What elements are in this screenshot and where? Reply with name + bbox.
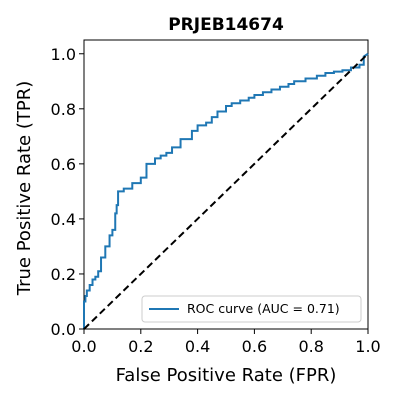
x-tick-label: 0.2 [128,337,153,356]
x-tick-label: 0.8 [298,337,323,356]
y-tick-label: 1.0 [51,45,76,64]
x-axis-label: False Positive Rate (FPR) [116,365,337,386]
x-tick-label: 0.4 [185,337,210,356]
y-tick-label: 0.0 [51,320,76,339]
plot-area [83,39,369,330]
y-tick-label: 0.2 [51,265,76,284]
chance-diagonal-line [83,53,369,330]
y-axis-ticks: 0.0 0.2 0.4 0.6 0.8 1.0 [51,45,84,339]
y-tick-label: 0.8 [51,100,76,119]
y-tick-label: 0.4 [51,210,76,229]
chart-title: PRJEB14674 [168,15,284,35]
plot-frame [83,39,369,330]
y-tick-label: 0.6 [51,155,76,174]
legend: ROC curve (AUC = 0.71) [141,295,362,323]
legend-label: ROC curve (AUC = 0.71) [187,301,340,316]
roc-curve-line [83,52,369,329]
x-tick-label: 0.6 [242,337,267,356]
x-tick-label: 0.0 [71,337,96,356]
x-tick-label: 1.0 [355,337,380,356]
y-axis-label: True Positive Rate (TPR) [14,81,35,296]
x-axis-ticks: 0.0 0.2 0.4 0.6 0.8 1.0 [71,329,381,356]
legend-box [141,295,362,323]
